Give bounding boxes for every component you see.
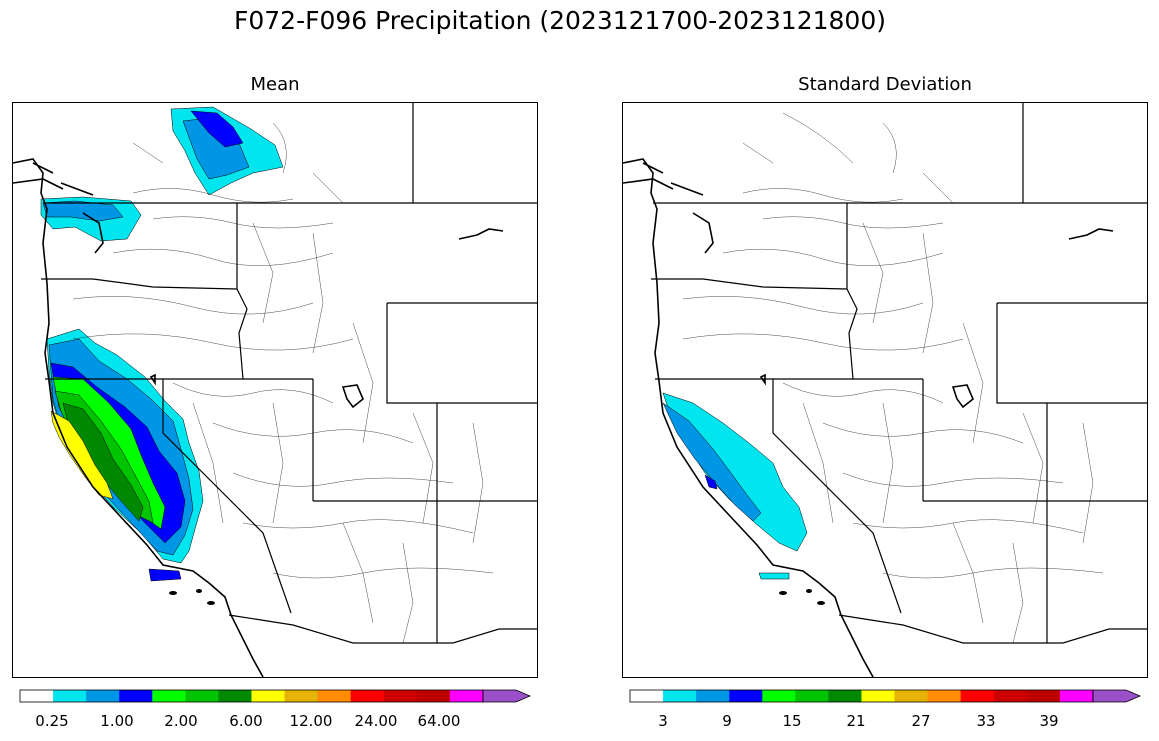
std-colorbar-tick: 21 xyxy=(846,712,866,730)
std-coastline xyxy=(623,158,874,677)
wy-box xyxy=(386,302,537,404)
mean-colorbar xyxy=(19,689,532,703)
colorbar-segment xyxy=(927,690,962,702)
colorbar-segment xyxy=(894,690,929,702)
std-blue-speck xyxy=(704,474,718,490)
mean-colorbar-svg xyxy=(19,689,532,703)
std-scal-cyan xyxy=(758,572,790,580)
colorbar-segment xyxy=(317,690,352,702)
std-colorbar-tick: 9 xyxy=(722,712,732,730)
colorbar-segment xyxy=(218,690,252,702)
colorbar-segment xyxy=(449,690,484,702)
mean-panel-title: Mean xyxy=(250,74,300,95)
ut-co-border xyxy=(313,403,537,643)
std-colorbar-tick: 3 xyxy=(658,712,668,730)
colorbar-segment xyxy=(251,690,286,702)
wa-or-border xyxy=(41,278,238,290)
colorbar-segment xyxy=(762,690,796,702)
colorbar-segment xyxy=(119,690,153,702)
std-colorbar-tick: 15 xyxy=(782,712,802,730)
std-channel-islands xyxy=(779,589,825,605)
std-map xyxy=(622,102,1148,678)
colorbar-segment xyxy=(993,690,1028,702)
bc-blue-region xyxy=(190,110,244,148)
std-borders xyxy=(651,103,1147,644)
std-watersheds xyxy=(682,112,1104,644)
canada-inlets xyxy=(13,162,94,196)
colorbar-segment xyxy=(663,690,697,702)
colorbar-segment xyxy=(185,690,219,702)
mean-channel-islands xyxy=(169,589,215,605)
std-lightblue-region xyxy=(662,402,762,522)
mean-map-canvas xyxy=(13,103,537,677)
nca-yellow xyxy=(50,410,114,500)
lake-tahoe xyxy=(149,373,156,386)
colorbar-segment xyxy=(350,690,385,702)
colorbar-segment xyxy=(1059,690,1094,702)
std-colorbar-svg xyxy=(629,689,1142,703)
colorbar-extend-arrow xyxy=(1092,689,1142,703)
mean-map xyxy=(12,102,538,678)
az-mexico-border xyxy=(228,614,537,644)
colorbar-segment xyxy=(1026,690,1061,702)
colorbar-segment xyxy=(795,690,829,702)
colorbar-segment xyxy=(828,690,862,702)
std-colorbar xyxy=(629,689,1142,703)
mean-colorbar-tick: 6.00 xyxy=(229,712,263,730)
mean-colorbar-tick: 12.00 xyxy=(289,712,333,730)
idaho-west-border xyxy=(236,203,248,380)
colorbar-segment xyxy=(960,690,995,702)
colorbar-outline xyxy=(19,689,484,703)
mean-colorbar-tick: 24.00 xyxy=(354,712,398,730)
mean-colorbar-tick: 64.00 xyxy=(417,712,461,730)
colorbar-extend-arrow xyxy=(482,689,532,703)
colorbar-segment xyxy=(630,690,664,702)
colorbar-segment xyxy=(861,690,896,702)
colorbar-segment xyxy=(416,690,451,702)
mean-colorbar-tick: 0.25 xyxy=(35,712,69,730)
great-salt-lake xyxy=(341,384,364,409)
std-panel-title: Standard Deviation xyxy=(798,74,972,95)
mean-lakes xyxy=(149,228,504,409)
mean-colorbar-tick: 2.00 xyxy=(164,712,198,730)
colorbar-segment xyxy=(383,690,418,702)
mean-colorbar-tick: 1.00 xyxy=(100,712,134,730)
colorbar-segment xyxy=(284,690,319,702)
colorbar-segment xyxy=(152,690,186,702)
mean-coastline xyxy=(13,158,264,677)
ca-nv-border xyxy=(162,379,292,614)
lake-sakakawea xyxy=(458,228,504,240)
colorbar-segment xyxy=(696,690,730,702)
colorbar-outline xyxy=(629,689,1094,703)
std-precip-fills xyxy=(662,392,808,580)
colorbar-segment xyxy=(53,690,87,702)
mean-watersheds xyxy=(72,122,494,644)
figure-title: F072-F096 Precipitation (2023121700-2023… xyxy=(233,6,886,35)
std-colorbar-tick: 39 xyxy=(1039,712,1059,730)
wa-coast-lightblue xyxy=(42,200,124,222)
puget-sound xyxy=(82,212,104,254)
colorbar-segment xyxy=(20,690,54,702)
colorbar-segment xyxy=(729,690,763,702)
std-colorbar-tick: 33 xyxy=(976,712,996,730)
std-map-canvas xyxy=(623,103,1147,677)
scal-blue xyxy=(148,568,182,582)
std-colorbar-tick: 27 xyxy=(911,712,931,730)
mean-precip-fills xyxy=(40,106,284,582)
std-lakes xyxy=(759,228,1114,409)
pacific-coast xyxy=(13,158,264,677)
colorbar-segment xyxy=(86,690,120,702)
std-cyan-region xyxy=(662,392,808,552)
